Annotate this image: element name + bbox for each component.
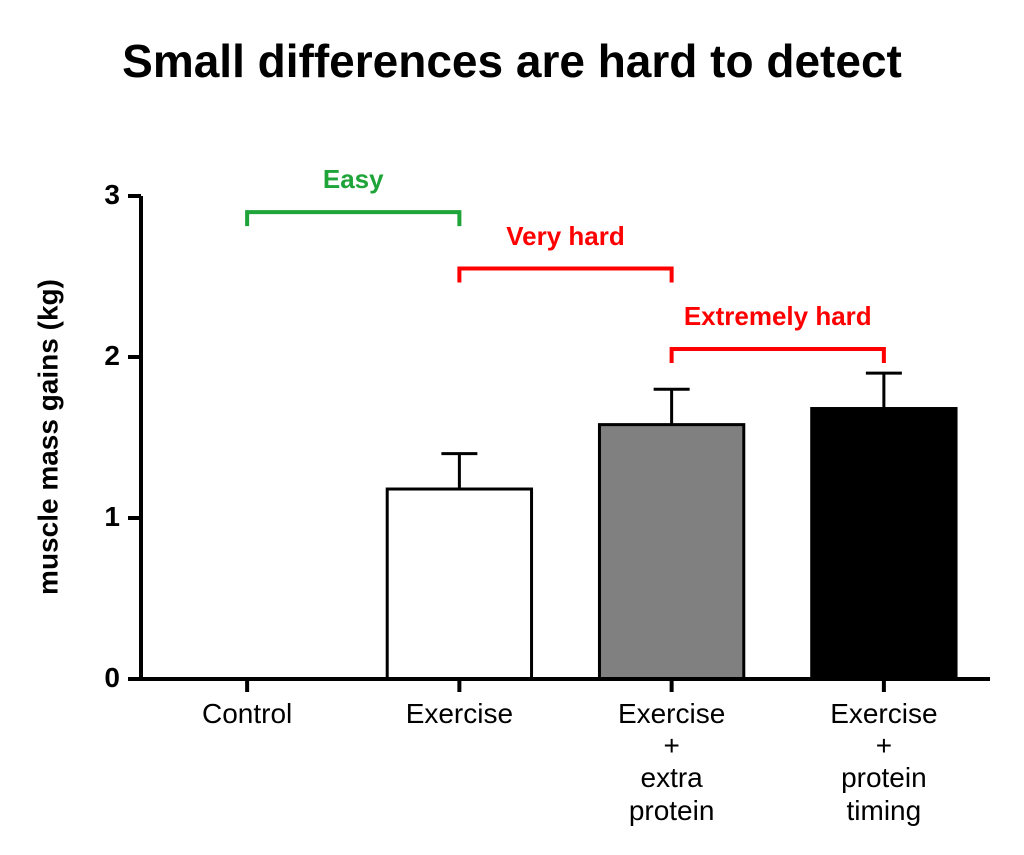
comparison-label: Easy xyxy=(187,164,519,195)
bar xyxy=(599,425,743,679)
comparison-label: Extremely hard xyxy=(612,301,944,332)
y-axis-label: muscle mass gains (kg) xyxy=(32,195,64,678)
y-tick-label: 0 xyxy=(70,662,120,694)
y-tick-label: 1 xyxy=(70,501,120,533)
y-tick-label: 3 xyxy=(70,179,120,211)
bar xyxy=(812,409,956,679)
bar xyxy=(387,489,531,679)
comparison-bracket xyxy=(672,349,884,363)
x-tick-label: Exercise + extra protein xyxy=(566,698,778,827)
comparison-label: Very hard xyxy=(399,221,731,252)
x-tick-label: Exercise + protein timing xyxy=(778,698,990,827)
x-tick-label: Exercise xyxy=(353,698,565,730)
x-tick-label: Control xyxy=(141,698,353,730)
comparison-bracket xyxy=(459,268,671,282)
y-tick-label: 2 xyxy=(70,340,120,372)
